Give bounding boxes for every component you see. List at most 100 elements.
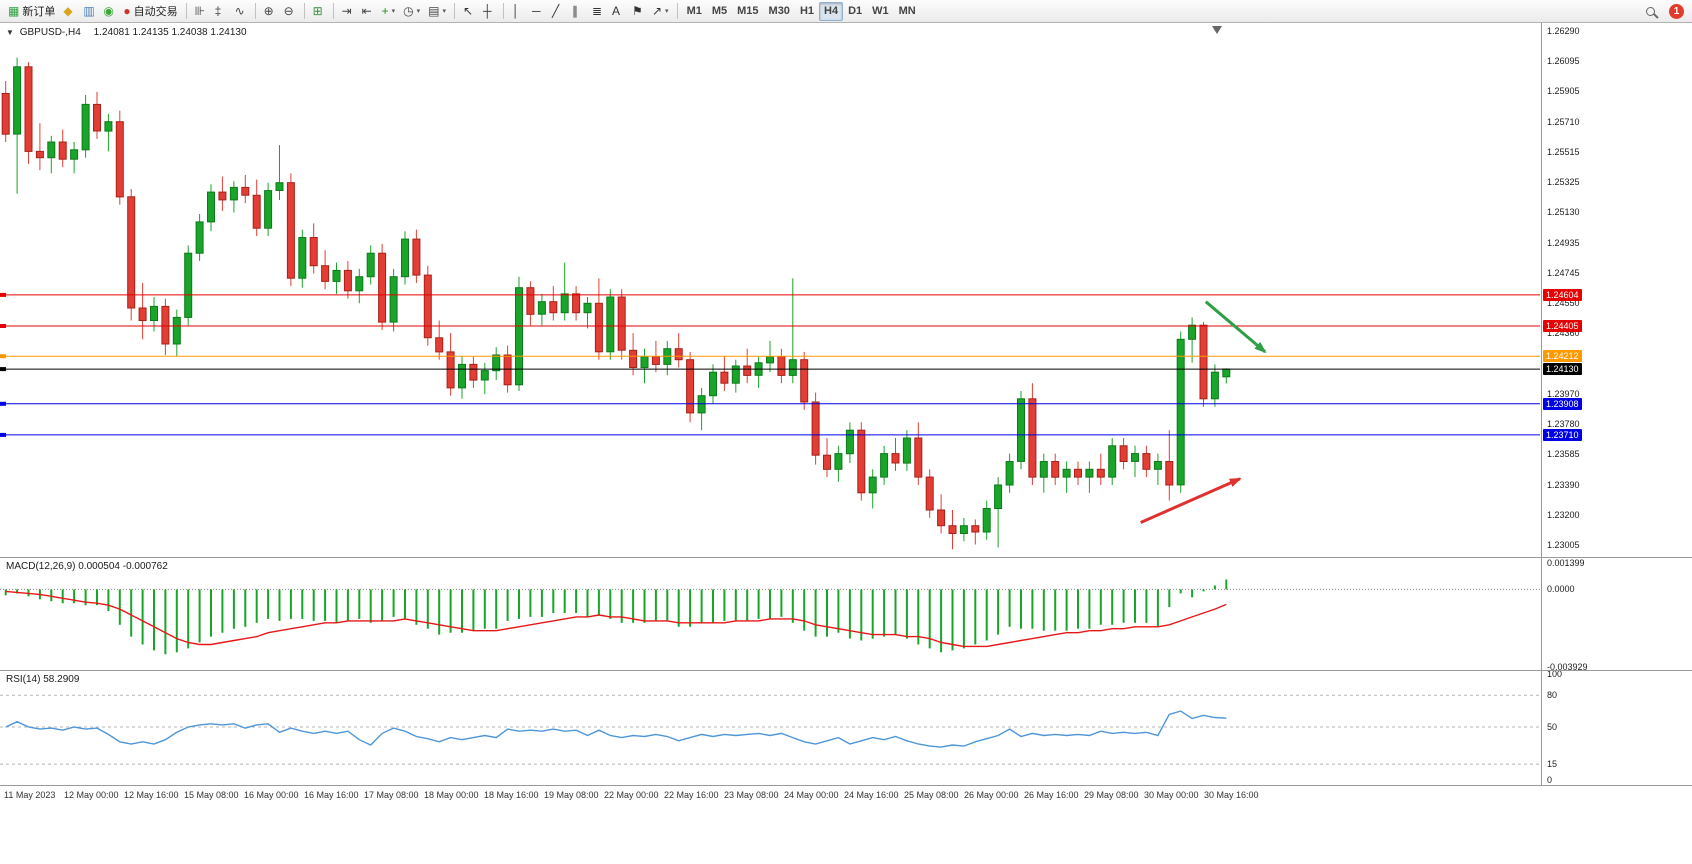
time-axis-label: 15 May 08:00 [184, 790, 239, 800]
timeframe-h4-button-label: H4 [824, 5, 839, 17]
macd-panel[interactable] [0, 558, 1540, 670]
level-price-badge: 1.23710 [1543, 428, 1582, 441]
timeframe-m15-button[interactable]: M15 [732, 2, 763, 21]
auto-trading-button[interactable]: ● 自动交易 [119, 2, 181, 21]
toolbar-separator [676, 3, 678, 19]
rsi-axis-tick: 80 [1547, 690, 1558, 701]
time-axis-label: 19 May 08:00 [544, 790, 599, 800]
timeframe-d1-button[interactable]: D1 [843, 2, 867, 21]
info-button[interactable]: ◉ [99, 2, 119, 21]
indicators-icon: + [381, 4, 389, 18]
new-order-button[interactable]: ▦ 新订单 [4, 2, 59, 21]
toolbar-button-group: ▦ 新订单 ◆ ▥ ◉ ● 自动交易 ⊪ ‡ ∿ ⊕ ⊖ ⊞ ⇥ ⇤ + ▾ ◷ ▾ ▤ ▾ ↖ ┼ │ ─ ╱ ∥ ≣ A ⚑ ↗ ▾ M1 M… [4, 0, 921, 22]
timeframe-w1-button[interactable]: W1 [867, 2, 894, 21]
rsi-axis-tick: 50 [1547, 722, 1558, 732]
text-button[interactable]: A [608, 2, 628, 21]
line-chart-button[interactable]: ∿ [231, 2, 251, 21]
time-axis-label: 16 May 00:00 [244, 790, 299, 800]
level-price-badge: 1.23908 [1543, 397, 1582, 410]
chart-shift-button[interactable]: ⇤ [358, 2, 378, 21]
macd-axis[interactable]: 0.001399 0.0000 -0.003929 [1541, 558, 1692, 670]
zoom-in-button[interactable]: ⊕ [260, 2, 280, 21]
vline-icon: │ [511, 4, 520, 18]
templates-button[interactable]: ▤ ▾ [424, 2, 450, 21]
timeframe-m5-button[interactable]: M5 [707, 2, 732, 21]
template-icon: ▤ [428, 4, 440, 18]
profiles-icon: ▥ [83, 4, 95, 18]
candlestick-icon: ‡ [214, 4, 222, 18]
price-axis[interactable]: 1.26290 1.26095 1.25905 1.25710 1.25515 1.253… [1541, 23, 1692, 557]
level-price-badge: 1.24405 [1543, 320, 1582, 333]
rsi-axis[interactable]: 100 80 50 15 0 [1541, 671, 1692, 785]
level-price-badge: 1.24212 [1543, 350, 1582, 363]
panel-divider[interactable] [0, 785, 1692, 786]
panel-divider[interactable] [0, 557, 1692, 558]
time-axis-label: 18 May 16:00 [484, 790, 539, 800]
price-tick: 1.25130 [1547, 207, 1580, 218]
timeframe-h1-button[interactable]: H1 [795, 2, 819, 21]
zoom-in-icon: ⊕ [263, 4, 274, 18]
channel-button[interactable]: ∥ [568, 2, 588, 21]
price-tick: 1.25325 [1547, 176, 1580, 187]
timeframe-m5-button-label: M5 [711, 5, 728, 17]
tile-windows-button[interactable]: ⊞ [309, 2, 329, 21]
time-axis-label: 29 May 08:00 [1084, 790, 1139, 800]
macd-axis-tick: -0.003929 [1547, 661, 1588, 670]
time-axis-label: 11 May 2023 [4, 790, 56, 800]
toolbar-right-group: 1 [1642, 2, 1688, 21]
candlestick-chart-button[interactable]: ‡ [211, 2, 231, 21]
shapes-button[interactable]: ↗ ▾ [648, 2, 673, 21]
toolbar-separator [185, 3, 187, 19]
rsi-axis-tick: 15 [1547, 759, 1558, 770]
favorites-button[interactable]: ◆ [59, 2, 79, 21]
level-price-badge: 1.24604 [1543, 288, 1582, 301]
price-tick: 1.26095 [1547, 56, 1580, 67]
timeframe-m30-button-label: M30 [768, 5, 790, 17]
auto-trading-button-label: 自动交易 [133, 6, 178, 18]
panel-divider[interactable] [0, 670, 1692, 671]
time-axis-label: 24 May 16:00 [844, 790, 899, 800]
chevron-down-icon: ▾ [416, 8, 421, 15]
zoom-out-icon: ⊖ [283, 4, 294, 18]
fibonacci-button[interactable]: ≣ [588, 2, 608, 21]
bar-chart-button[interactable]: ⊪ [191, 2, 211, 21]
zoom-out-button[interactable]: ⊖ [280, 2, 300, 21]
vertical-line-button[interactable]: │ [508, 2, 528, 21]
timeframe-mn-button-label: MN [898, 5, 916, 17]
time-axis-label: 23 May 08:00 [724, 790, 779, 800]
periods-button[interactable]: ◷ ▾ [399, 2, 424, 21]
timeframe-m30-button[interactable]: M30 [764, 2, 795, 21]
time-axis-label: 24 May 00:00 [784, 790, 839, 800]
timeframe-m1-button[interactable]: M1 [682, 2, 707, 21]
fibonacci-icon: ≣ [591, 4, 603, 18]
crosshair-button[interactable]: ┼ [479, 2, 499, 21]
time-axis[interactable]: 11 May 2023 12 May 00:00 12 May 16:00 15 Ma… [0, 786, 1540, 806]
price-tick: 1.23005 [1547, 540, 1580, 551]
horizontal-line-button[interactable]: ─ [528, 2, 548, 21]
auto-trading-icon: ● [123, 4, 131, 18]
search-button[interactable] [1642, 2, 1662, 21]
price-tick: 1.23390 [1547, 479, 1580, 490]
price-tick: 1.23200 [1547, 509, 1580, 520]
time-axis-label: 26 May 00:00 [964, 790, 1019, 800]
toolbar-separator [453, 3, 455, 19]
new-order-icon: ▦ [8, 4, 20, 18]
text-label-button[interactable]: ⚑ [628, 2, 648, 21]
price-tick: 1.25905 [1547, 86, 1580, 97]
toolbar-separator [502, 3, 504, 19]
indicators-button[interactable]: + ▾ [378, 2, 400, 21]
cursor-button[interactable]: ↖ [459, 2, 479, 21]
profiles-button[interactable]: ▥ [79, 2, 99, 21]
bar-chart-icon: ⊪ [194, 4, 206, 18]
time-axis-label: 22 May 16:00 [664, 790, 719, 800]
auto-scroll-button[interactable]: ⇥ [338, 2, 358, 21]
timeframe-mn-button[interactable]: MN [894, 2, 921, 21]
timeframe-h4-button[interactable]: H4 [819, 1, 844, 21]
trendline-button[interactable]: ╱ [548, 2, 568, 21]
time-axis-label: 25 May 08:00 [904, 790, 959, 800]
notification-badge[interactable]: 1 [1669, 3, 1684, 19]
crosshair-icon: ┼ [482, 4, 492, 18]
price-chart[interactable] [0, 23, 1540, 557]
rsi-panel[interactable] [0, 671, 1540, 785]
price-tick: 1.26290 [1547, 25, 1580, 36]
